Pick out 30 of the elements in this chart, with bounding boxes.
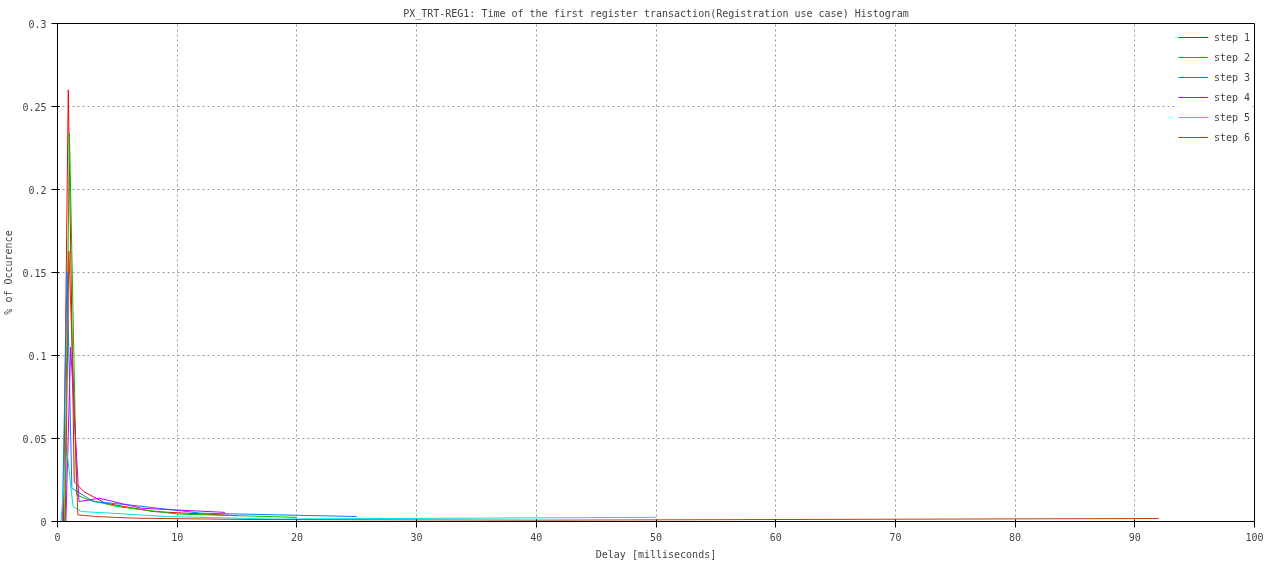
y-tick-label: 0 bbox=[40, 516, 47, 528]
line-series bbox=[61, 272, 358, 522]
y-tick-label: 0.1 bbox=[28, 350, 47, 362]
x-tick-label: 40 bbox=[530, 531, 543, 543]
legend-label: step 1 bbox=[1213, 31, 1250, 43]
chart-title: PX_TRT-REG1: Time of the first register transaction(Registration use case) Histogram bbox=[403, 7, 909, 20]
y-tick-label: 0.15 bbox=[22, 267, 47, 279]
x-tick-label: 10 bbox=[171, 531, 184, 543]
x-tick-label: 90 bbox=[1128, 531, 1141, 543]
y-tick-label: 0.2 bbox=[28, 184, 47, 196]
legend-label: step 5 bbox=[1213, 111, 1250, 123]
legend-label: step 3 bbox=[1213, 71, 1250, 83]
legend-label: step 4 bbox=[1213, 91, 1250, 103]
y-tick-label: 0.3 bbox=[28, 18, 47, 30]
legend-label: step 6 bbox=[1213, 131, 1250, 143]
line-series bbox=[65, 346, 226, 522]
y-axis-title: % of Occurence bbox=[3, 230, 15, 315]
x-tick-label: 60 bbox=[769, 531, 782, 543]
line-series bbox=[64, 250, 1160, 522]
y-tick-label: 0.05 bbox=[22, 433, 47, 445]
legend-label: step 2 bbox=[1213, 51, 1250, 63]
x-tick-label: 30 bbox=[410, 531, 423, 543]
x-tick-label: 0 bbox=[54, 531, 61, 543]
x-tick-label: 100 bbox=[1245, 531, 1264, 543]
x-tick-label: 20 bbox=[290, 531, 303, 543]
x-tick-label: 70 bbox=[889, 531, 902, 543]
x-tick-label: 80 bbox=[1009, 531, 1022, 543]
x-tick-label: 50 bbox=[649, 531, 663, 543]
x-axis-title: Delay [milliseconds] bbox=[595, 548, 717, 560]
y-tick-label: 0.25 bbox=[22, 101, 47, 113]
